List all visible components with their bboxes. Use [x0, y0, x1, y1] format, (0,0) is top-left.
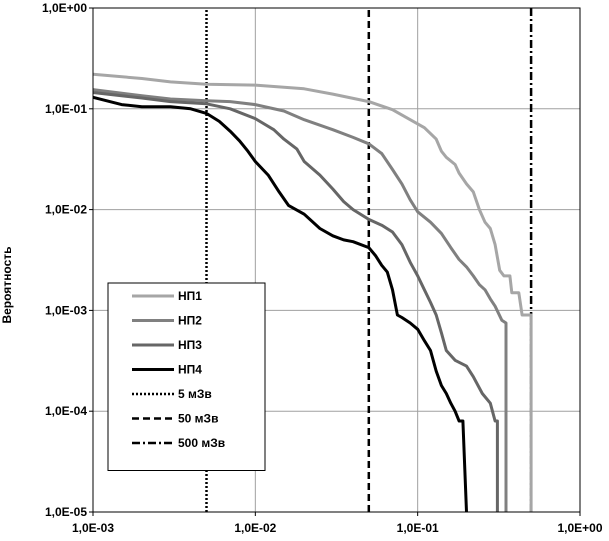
y-tick-label: 1,0E-05 — [45, 505, 87, 519]
series-line — [92, 88, 508, 512]
y-axis-title: Вероятность — [0, 246, 14, 323]
series-line — [92, 91, 499, 512]
y-tick-label: 1,0E-01 — [45, 102, 87, 116]
plot-frame — [92, 7, 581, 513]
x-tick-label: 1,0E-02 — [234, 521, 276, 535]
x-tick-label: 1,0E-01 — [397, 521, 439, 535]
series-line — [92, 72, 533, 512]
y-tick-label: 1,0E+00 — [42, 1, 87, 15]
legend-label: НП1 — [178, 289, 202, 303]
x-axis-ticks: 1,0E-03 1,0E-02 1,0E-01 1,0E+00 — [72, 512, 603, 535]
series-line — [92, 95, 468, 513]
y-tick-label: 1,0E-02 — [45, 203, 87, 217]
x-tick-label: 1,0E+00 — [557, 521, 602, 535]
legend: НП1 НП2 НП3 НП4 5 мЗв 50 мЗв 500 мЗв — [107, 282, 266, 471]
x-tick-label: 1,0E-03 — [72, 521, 114, 535]
legend-label: НП3 — [178, 338, 202, 352]
legend-box — [107, 282, 266, 471]
legend-label: НП4 — [178, 363, 202, 377]
legend-label: НП2 — [178, 314, 202, 328]
y-axis-ticks: 1,0E-05 1,0E-04 1,0E-03 1,0E-02 1,0E-01 1,0E+… — [42, 1, 93, 519]
y-tick-label: 1,0E-03 — [45, 303, 87, 317]
y-tick-label: 1,0E-04 — [45, 404, 87, 418]
legend-label: 50 мЗв — [178, 412, 218, 426]
legend-label: 500 мЗв — [178, 436, 225, 450]
legend-label: 5 мЗв — [178, 387, 212, 401]
